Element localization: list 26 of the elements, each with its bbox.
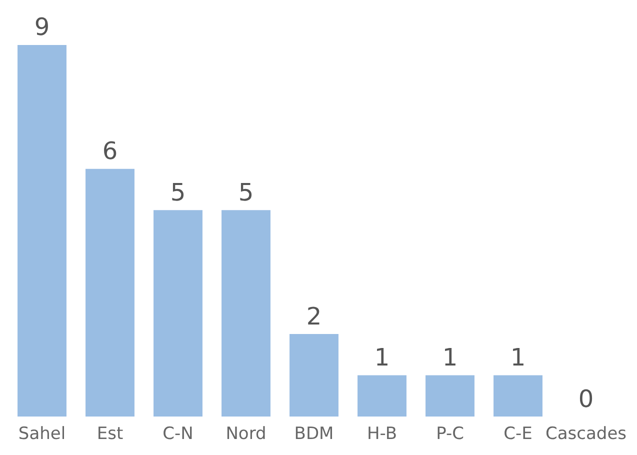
data-label: 1 [510, 344, 526, 372]
bar [358, 375, 406, 417]
bar [154, 210, 202, 417]
data-label: 6 [102, 137, 118, 166]
data-label: 5 [238, 178, 254, 206]
x-tick-label: Nord [226, 424, 266, 444]
data-label: 9 [34, 13, 50, 42]
x-tick-label: P-C [436, 424, 464, 444]
data-label: 0 [578, 384, 594, 413]
x-tick-label: C-N [162, 424, 194, 444]
bar [494, 375, 542, 417]
bar [290, 334, 338, 417]
x-tick-label: Cascades [545, 424, 627, 444]
x-tick-label: C-E [504, 424, 532, 444]
data-label: 1 [442, 344, 458, 372]
bar [222, 210, 270, 417]
data-label: 1 [374, 344, 390, 372]
x-tick-label: BDM [294, 424, 334, 444]
data-label: 2 [306, 302, 322, 330]
data-label: 5 [170, 178, 186, 206]
x-tick-label: Sahel [18, 424, 66, 444]
x-tick-label: Est [96, 424, 124, 444]
bar [18, 45, 66, 417]
bar [426, 375, 474, 417]
bar [86, 168, 134, 417]
x-tick-label: H-B [367, 424, 397, 444]
